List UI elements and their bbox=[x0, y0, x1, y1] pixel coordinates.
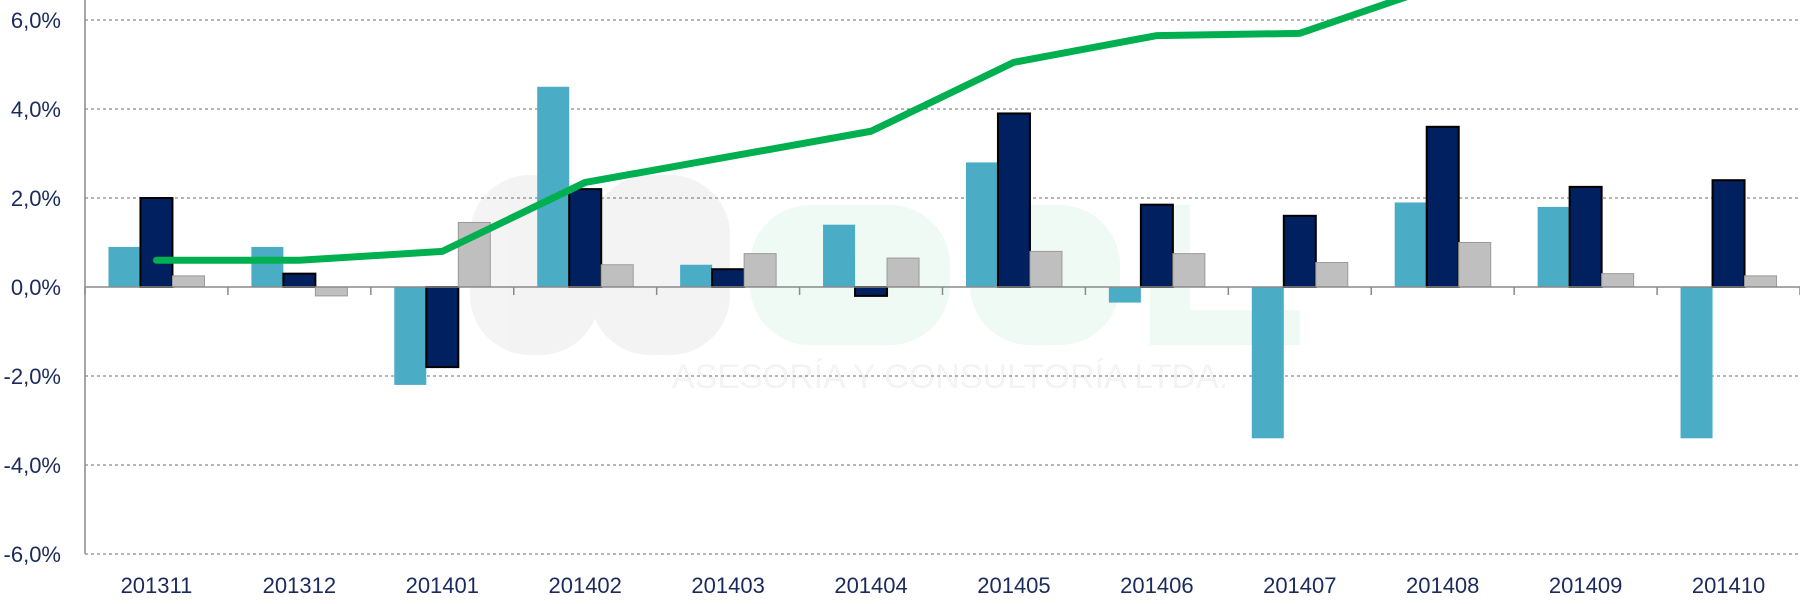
axes bbox=[84, 0, 1800, 554]
bar-series-2 bbox=[1711, 179, 1746, 288]
bar-series-3 bbox=[600, 264, 634, 288]
bars bbox=[108, 86, 1778, 439]
y-tick-label: -2,0% bbox=[4, 364, 61, 389]
bar-series-1 bbox=[680, 264, 713, 287]
x-axis-ticks: 201311 201312 201401 201402 201403 201404 2014… bbox=[121, 573, 1766, 598]
bar-series-1 bbox=[394, 287, 427, 385]
y-tick-label: 6,0% bbox=[11, 8, 61, 33]
bar-series-3 bbox=[171, 275, 205, 288]
bar-series-1 bbox=[537, 86, 570, 287]
bar-series-2 bbox=[568, 188, 603, 289]
x-tick-label: 201312 bbox=[263, 573, 336, 598]
bar-series-3 bbox=[1029, 250, 1063, 288]
bar-series-3 bbox=[1744, 275, 1778, 288]
bar-series-1 bbox=[108, 246, 141, 287]
bar-series-1 bbox=[251, 246, 284, 287]
bar-series-3 bbox=[1315, 262, 1349, 288]
bar-series-3 bbox=[743, 253, 777, 288]
x-tick-label: 201403 bbox=[691, 573, 764, 598]
bar-series-1 bbox=[1108, 287, 1141, 303]
bar-series-2 bbox=[1425, 125, 1460, 288]
x-tick-label: 201404 bbox=[834, 573, 907, 598]
bar-series-3 bbox=[1458, 242, 1492, 288]
bar-series-2 bbox=[425, 286, 460, 369]
x-tick-label: 201311 bbox=[121, 573, 193, 598]
y-axis-ticks: 6,0% 4,0% 2,0% 0,0% -2,0% -4,0% -6,0% bbox=[4, 8, 61, 567]
y-tick-label: 0,0% bbox=[11, 275, 61, 300]
y-tick-label: -6,0% bbox=[4, 542, 61, 567]
bar-series-1 bbox=[1680, 287, 1713, 439]
line-series bbox=[152, 0, 1408, 264]
x-tick-label: 201408 bbox=[1406, 573, 1479, 598]
x-tick-label: 201402 bbox=[548, 573, 621, 598]
bar-series-1 bbox=[823, 224, 856, 287]
x-tick-label: 201410 bbox=[1692, 573, 1765, 598]
y-tick-label: -4,0% bbox=[4, 453, 61, 478]
x-tick-label: 201406 bbox=[1120, 573, 1193, 598]
y-tick-label: 2,0% bbox=[11, 186, 61, 211]
x-tick-label: 201405 bbox=[977, 573, 1050, 598]
bar-series-1 bbox=[965, 162, 998, 287]
bar-series-2 bbox=[996, 112, 1031, 288]
bar-series-3 bbox=[886, 257, 920, 288]
bar-series-1 bbox=[1251, 287, 1284, 439]
bar-series-2 bbox=[282, 272, 317, 288]
x-tick-label: 201409 bbox=[1549, 573, 1622, 598]
bar-series-2 bbox=[711, 268, 746, 289]
line-series-3 bbox=[152, 0, 1408, 264]
x-tick-label: 201407 bbox=[1263, 573, 1336, 598]
y-tick-label: 4,0% bbox=[11, 97, 61, 122]
grid bbox=[85, 19, 1800, 555]
bar-series-2 bbox=[1139, 203, 1174, 288]
bar-series-1 bbox=[1537, 206, 1570, 287]
bar-series-2 bbox=[139, 197, 174, 288]
bar-series-2 bbox=[1568, 185, 1603, 288]
x-tick-label: 201401 bbox=[406, 573, 479, 598]
bar-series-3 bbox=[314, 286, 348, 297]
bar-series-2 bbox=[854, 286, 889, 297]
watermark-text: ASESORÍA Y CONSULTORÍA LTDA. bbox=[672, 358, 1228, 396]
bar-series-3 bbox=[1172, 253, 1206, 288]
bar-series-1 bbox=[1394, 202, 1427, 287]
bar-series-2 bbox=[1282, 214, 1317, 288]
bar-series-3 bbox=[1601, 273, 1635, 288]
